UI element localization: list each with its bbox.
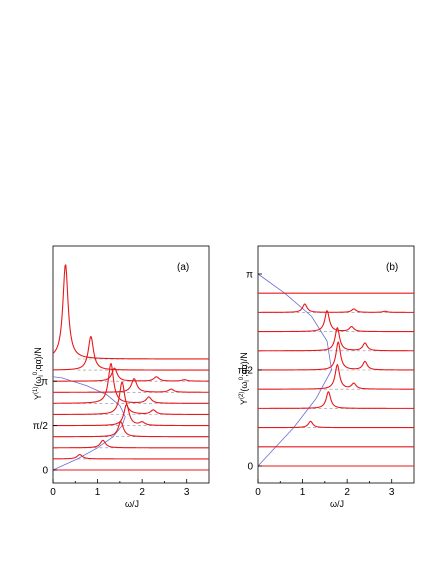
panel-a-frame [52,245,210,484]
y-tick-label: 0 [247,462,253,473]
panel-a-spectra [52,264,210,471]
panel-b-frame [257,245,415,484]
spectrum-line-q7 [258,310,414,333]
spectrum-line-q8 [258,303,414,313]
x-tick-label: 1 [300,487,306,498]
x-tick-label: 2 [139,487,145,498]
y-tick-label: 0 [42,466,48,477]
x-tick-label: 3 [389,487,395,498]
panel-a-ylabel-sup2: 0 [33,371,39,375]
spectrum-line-q3 [258,391,414,409]
spectrum-line-q10 [52,264,210,360]
panel-a-dispersion-curve [52,376,126,471]
panel-b-label: (b) [386,262,398,273]
x-tick-label: 3 [184,487,190,498]
panel-a-ylabel-base: Y [33,394,43,400]
panel-a-x-axis-label: ω/J [125,499,139,509]
spectrum-line-q8 [53,367,210,382]
panel-b-y-axis-label: Y(2)(ωl0;qα)/N [239,352,251,405]
spectrum-line-q6 [258,327,414,352]
spectrum-line-q6 [52,362,209,404]
spectrum-line-q9 [52,336,209,371]
panel-a-x-ticks: 0 1 2 3 [50,479,190,498]
y-tick-label: π/2 [33,421,49,432]
spectrum-line-q5 [258,341,414,371]
x-tick-label: 2 [344,487,350,498]
panel-a-ylabel-mid: (ω [33,377,43,387]
panel-a-dashed-lines [77,358,209,460]
panel-a-y-ticks: 0 π/2 π [33,377,57,477]
panel-b-ylabel-base: Y [239,399,249,405]
spectrum-line-q5 [53,381,209,415]
x-tick-label: 0 [50,487,56,498]
spectrum-line-q4 [53,403,209,427]
x-tick-label: 1 [95,487,101,498]
panel-b-ylabel-sup2: 0 [239,376,245,380]
spectrum-line-q4 [258,364,414,390]
panel-a-ylabel-tail: ;qα)/N [33,347,43,372]
panel-b-ylabel-tail: ;qα)/N [239,352,249,377]
panel-b-ylabel-mid: (ω [239,382,249,392]
x-tick-label: 0 [255,487,261,498]
panel-b-spectra [258,292,414,467]
panel-b-dispersion-curve [257,273,332,467]
spectrum-line-q3 [53,421,209,438]
y-tick-label: π/2 [238,366,254,377]
spectrum-line-q2 [53,439,209,449]
panel-a-label: (a) [177,262,189,273]
panel-a-ylabel-sup1: (1) [33,387,39,394]
panel-b-ylabel-sup1: (2) [239,392,245,399]
spectrum-line-q1 [53,453,209,460]
panel-a-y-axis-label: Y(1)(ωl0;qα)/N [33,347,45,400]
y-tick-label: π [41,377,48,388]
spectrum-line-q7 [53,378,210,393]
panel-b-x-ticks: 0 1 2 3 [255,479,395,498]
y-tick-label: π [246,270,253,281]
spectrum-line-q2 [258,420,414,429]
panel-b-x-axis-label: ω/J [330,499,344,509]
panel-a-ylabel-sub: l [39,375,45,376]
panel-b-y-ticks: 0π/2π [238,270,262,473]
panel-b-ylabel-sub: l [245,380,251,381]
